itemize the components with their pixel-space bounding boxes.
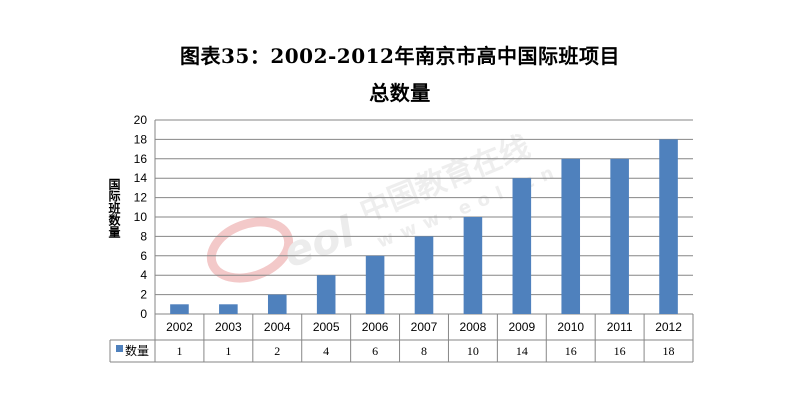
x-tick-label: 2012	[655, 320, 682, 334]
bar	[316, 275, 336, 314]
chart-title: 图表35：2002-2012年南京市高中国际班项目	[180, 44, 620, 68]
data-label: 1	[225, 344, 231, 358]
y-tick-label: 8	[140, 229, 147, 243]
data-label: 4	[323, 344, 329, 358]
y-tick-label: 18	[134, 132, 148, 146]
x-tick-label: 2009	[508, 320, 535, 334]
data-label: 16	[614, 344, 626, 358]
x-tick-label: 2010	[557, 320, 584, 334]
data-label: 2	[274, 344, 280, 358]
legend-swatch	[116, 345, 123, 352]
y-axis-label: 国际班数量	[107, 178, 121, 238]
x-tick-label: 2008	[460, 320, 487, 334]
x-tick-label: 2002	[166, 320, 193, 334]
y-tick-label: 4	[140, 268, 147, 282]
y-tick-label: 14	[134, 171, 148, 185]
data-label: 10	[467, 344, 479, 358]
data-label: 1	[176, 344, 182, 358]
bar	[267, 294, 287, 314]
x-tick-label: 2003	[215, 320, 242, 334]
bar	[414, 236, 434, 314]
x-tick-label: 2006	[362, 320, 389, 334]
bar	[365, 255, 385, 314]
y-tick-label: 2	[140, 288, 147, 302]
bar	[463, 217, 483, 314]
bar	[170, 304, 189, 314]
data-label: 14	[516, 344, 528, 358]
data-label: 8	[421, 344, 427, 358]
y-tick-label: 6	[140, 249, 147, 263]
x-tick-label: 2004	[264, 320, 291, 334]
bar	[610, 158, 629, 314]
chart-subtitle: 总数量	[369, 81, 431, 105]
data-label: 6	[372, 344, 378, 358]
y-tick-label: 12	[134, 191, 148, 205]
data-label: 18	[663, 344, 675, 358]
x-tick-label: 2005	[313, 320, 340, 334]
bar	[561, 158, 581, 314]
y-tick-label: 10	[134, 210, 148, 224]
x-tick-label: 2007	[411, 320, 438, 334]
bar	[659, 139, 678, 314]
y-tick-label: 0	[140, 307, 147, 321]
x-tick-label: 2011	[607, 320, 633, 334]
y-tick-label: 20	[134, 113, 148, 127]
bar	[219, 304, 238, 314]
y-tick-label: 16	[134, 152, 148, 166]
legend-label: 数量	[125, 343, 149, 358]
data-label: 16	[565, 344, 577, 358]
bar	[512, 178, 532, 314]
